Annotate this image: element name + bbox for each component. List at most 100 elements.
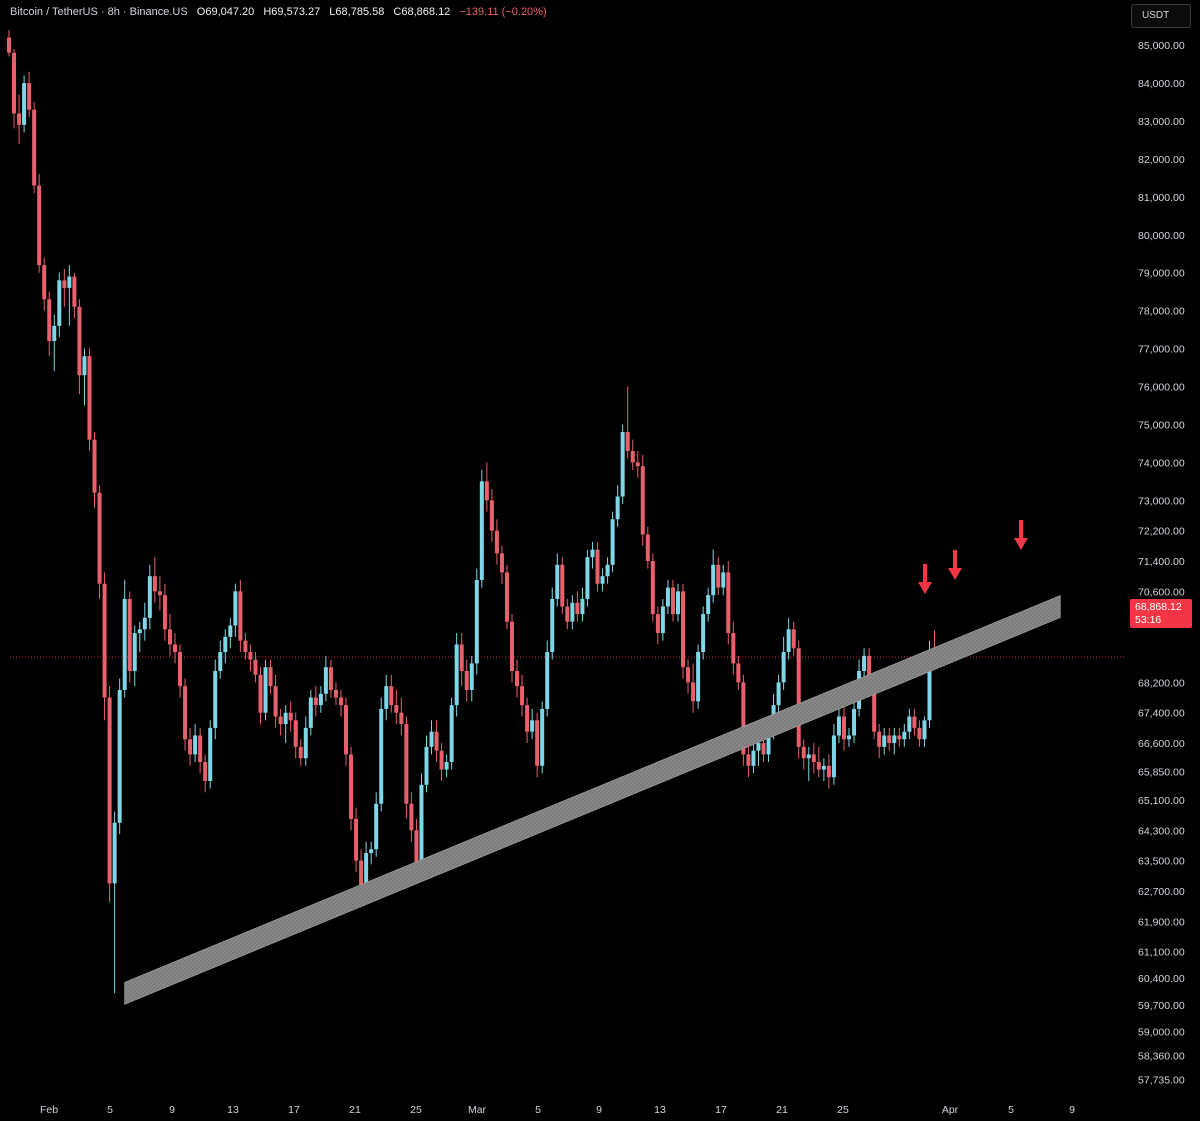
candle-body (741, 682, 746, 755)
candle (308, 689, 313, 736)
candle-body (650, 561, 655, 615)
candle-body (862, 655, 867, 671)
price-axis-label: 79,000.00 (1138, 268, 1185, 280)
candle (907, 708, 912, 740)
candle-body (82, 356, 87, 376)
candle (756, 739, 761, 766)
candle-body (520, 686, 525, 706)
price-axis-label: 57,735.00 (1138, 1074, 1185, 1086)
candle-body (691, 682, 696, 702)
candle-body (640, 466, 645, 535)
candle (665, 579, 670, 615)
candle-body (127, 598, 132, 671)
candle-body (102, 583, 107, 698)
candle-body (721, 572, 726, 588)
time-axis[interactable]: Feb 5 9 13 17 21 25 Mar 5 9 13 17 21 25 Apr 5 9 (40, 1104, 1075, 1116)
open-value: O69,047.20 (196, 6, 255, 18)
candle-body (238, 591, 243, 641)
candle-body (504, 572, 509, 622)
candle (520, 674, 525, 717)
candle-body (796, 648, 801, 747)
candle (535, 712, 540, 778)
candle (811, 743, 816, 774)
time-axis-label: Apr (942, 1104, 959, 1116)
currency-selector[interactable]: USDT (1131, 4, 1191, 28)
candle (474, 568, 479, 675)
candle (233, 583, 238, 637)
candle (7, 30, 11, 57)
candle-body (786, 629, 791, 653)
candle (183, 678, 188, 751)
candle (796, 640, 801, 759)
candle-body (469, 663, 474, 690)
candle (681, 583, 686, 679)
candle (409, 792, 414, 842)
candle (369, 841, 374, 865)
candle (223, 629, 228, 664)
candle (87, 348, 92, 452)
candle-body (841, 716, 846, 740)
candle-body (806, 754, 811, 759)
candle-body (665, 587, 670, 607)
arrows-group (918, 520, 1028, 594)
candle (193, 724, 198, 763)
symbol-title[interactable]: Bitcoin / TetherUS · 8h · Binance.US (10, 6, 188, 18)
candle-body (907, 716, 912, 732)
candle-body (449, 705, 454, 763)
candle-body (555, 564, 560, 599)
candle-body (630, 451, 635, 463)
candle (32, 102, 37, 194)
candle (731, 621, 736, 675)
time-axis-label: 25 (410, 1104, 422, 1116)
candle-body (751, 750, 756, 766)
candle-body (570, 602, 575, 622)
candle-body (655, 614, 660, 634)
candle (218, 640, 223, 679)
candle (821, 758, 826, 781)
candle (489, 488, 494, 543)
candle-body (781, 652, 786, 683)
price-axis-label: 83,000.00 (1138, 116, 1185, 128)
candle-body (645, 534, 650, 561)
time-axis-label: 5 (535, 1104, 541, 1116)
candle-body (892, 735, 897, 744)
candle (826, 754, 831, 789)
candle-body (167, 629, 172, 645)
candle (600, 568, 605, 592)
time-axis-label: 17 (715, 1104, 727, 1116)
candle-body (736, 663, 741, 683)
candle-body (826, 765, 831, 778)
candle-body (333, 689, 338, 698)
candle-body (233, 591, 238, 626)
candle-body (816, 762, 821, 770)
candle (655, 606, 660, 645)
candle (545, 640, 550, 717)
time-axis-label: 5 (1008, 1104, 1014, 1116)
price-axis-label: 72,200.00 (1138, 526, 1185, 538)
price-axis[interactable]: 85,000.00 84,000.00 83,000.00 82,000.00 81,0… (1138, 40, 1185, 1086)
candle-body (62, 280, 67, 288)
price-axis-label: 65,850.00 (1138, 767, 1185, 779)
candle-body (77, 306, 82, 376)
candle (696, 644, 701, 709)
candle-body (912, 716, 917, 728)
candle-body (897, 735, 902, 740)
candle (469, 655, 474, 702)
candle (625, 386, 630, 459)
candle (263, 659, 268, 721)
down-arrow-icon (918, 564, 932, 594)
candle-body (872, 682, 877, 732)
candle (882, 727, 887, 755)
candle-body (560, 564, 565, 607)
candle (82, 348, 87, 406)
candle (122, 579, 127, 698)
candle-body (278, 716, 283, 725)
candle-body (27, 83, 32, 110)
candle (510, 614, 514, 683)
price-axis-label: 75,000.00 (1138, 419, 1185, 431)
candle (288, 701, 293, 732)
trendline-band[interactable] (124, 594, 1061, 1005)
candle-body (404, 724, 409, 804)
candle-body (545, 652, 550, 709)
